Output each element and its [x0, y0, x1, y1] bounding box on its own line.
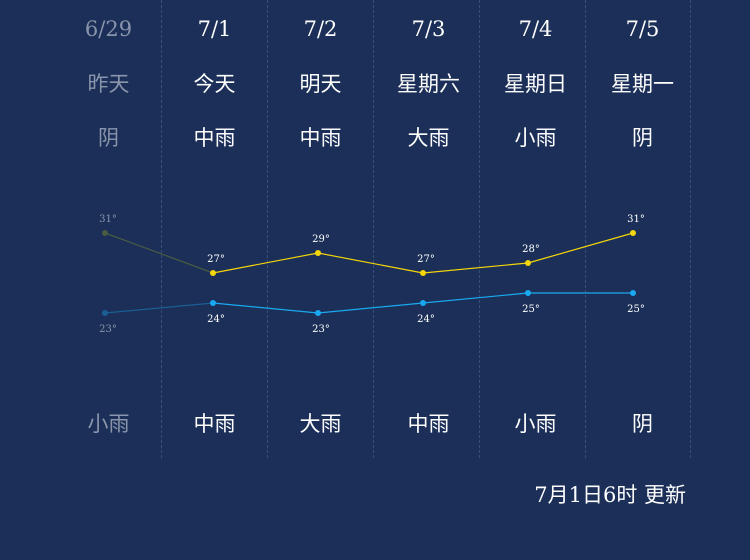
high-temp-line-segment — [317, 252, 424, 274]
daytime-weather: 大雨 — [407, 126, 450, 150]
daytime-weather: 小雨 — [514, 126, 557, 150]
day-label: 今天 — [193, 72, 236, 96]
low-temp-label: 25° — [627, 304, 645, 315]
column-divider — [690, 0, 691, 458]
high-temp-point — [210, 270, 216, 276]
date-label: 7/4 — [518, 17, 553, 41]
day-label: 明天 — [299, 72, 342, 96]
low-temp-label: 24° — [417, 314, 435, 325]
column-divider — [585, 0, 586, 458]
high-temp-point — [102, 230, 108, 236]
daytime-weather: 中雨 — [193, 126, 236, 150]
date-label: 7/5 — [625, 17, 660, 41]
low-temp-point — [525, 290, 531, 296]
low-temp-line-segment — [317, 302, 424, 314]
low-temp-label: 23° — [312, 324, 330, 335]
high-temp-line-segment — [212, 252, 319, 274]
high-temp-label: 31° — [627, 214, 645, 225]
update-time: 7月1日6时 更新 — [534, 483, 686, 507]
high-temp-point — [420, 270, 426, 276]
high-temp-label: 31° — [99, 214, 117, 225]
high-temp-label: 28° — [522, 244, 540, 255]
daytime-weather: 阴 — [632, 126, 653, 150]
night-weather: 中雨 — [407, 412, 450, 436]
day-column-5: 7/5 星期一 阴 阴 — [589, 0, 696, 458]
column-divider — [373, 0, 374, 458]
high-temp-point — [315, 250, 321, 256]
daytime-weather: 阴 — [98, 126, 119, 150]
low-temp-point — [420, 300, 426, 306]
low-temp-label: 23° — [99, 324, 117, 335]
column-divider — [479, 0, 480, 458]
day-column-1: 7/1 今天 中雨 中雨 — [161, 0, 268, 458]
low-temp-line-segment — [104, 302, 214, 314]
low-temp-label: 24° — [207, 314, 225, 325]
high-temp-label: 27° — [417, 254, 435, 265]
low-temp-point — [315, 310, 321, 316]
high-temp-line-segment — [527, 232, 634, 264]
day-label: 星期日 — [504, 72, 567, 96]
high-temp-point — [525, 260, 531, 266]
day-column-0: 6/29 昨天 阴 小雨 — [55, 0, 162, 458]
column-divider — [267, 0, 268, 458]
day-label: 昨天 — [87, 72, 130, 96]
night-weather: 阴 — [632, 412, 653, 436]
night-weather: 大雨 — [299, 412, 342, 436]
daytime-weather: 中雨 — [299, 126, 342, 150]
date-label: 7/1 — [197, 17, 232, 41]
low-temp-point — [630, 290, 636, 296]
high-temp-line-segment — [104, 232, 214, 274]
night-weather: 小雨 — [87, 412, 130, 436]
day-column-4: 7/4 星期日 小雨 小雨 — [482, 0, 589, 458]
day-column-2: 7/2 明天 中雨 大雨 — [267, 0, 374, 458]
temperature-chart: 31° 23° 27° 24° 29° 23° 27° 24° 28° 25° 31° 25° — [99, 214, 645, 335]
night-weather: 中雨 — [193, 412, 236, 436]
column-divider — [161, 0, 162, 458]
low-temp-line-segment — [422, 292, 529, 304]
day-column-3: 7/3 星期六 大雨 中雨 — [375, 0, 482, 458]
date-label: 7/3 — [411, 17, 446, 41]
low-temp-point — [102, 310, 108, 316]
high-temp-point — [630, 230, 636, 236]
day-label: 星期六 — [397, 72, 460, 96]
high-temp-line-segment — [422, 262, 529, 274]
day-label: 星期一 — [611, 72, 674, 96]
low-temp-label: 25° — [522, 304, 540, 315]
high-temp-label: 29° — [312, 234, 330, 245]
low-temp-line-segment — [212, 302, 319, 314]
low-temp-point — [210, 300, 216, 306]
night-weather: 小雨 — [514, 412, 557, 436]
date-label: 7/2 — [303, 17, 338, 41]
date-label: 6/29 — [84, 17, 133, 41]
high-temp-label: 27° — [207, 254, 225, 265]
